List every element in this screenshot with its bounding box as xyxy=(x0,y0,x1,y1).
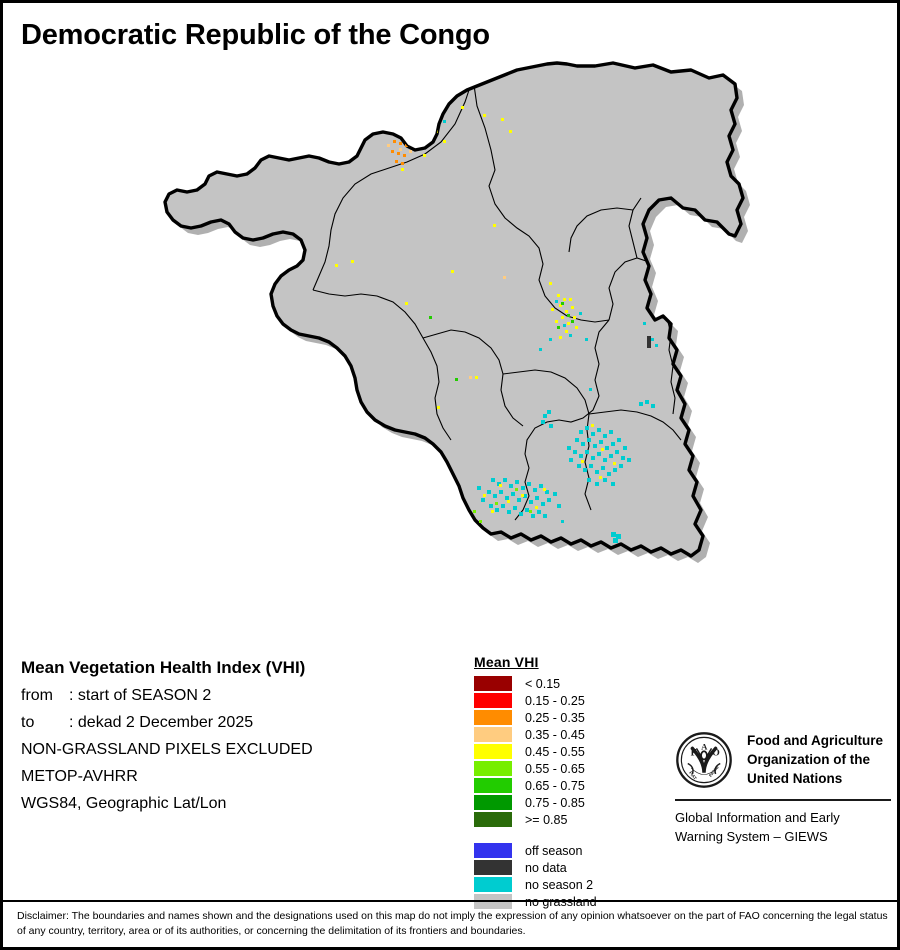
info-pixels-note: NON-GRASSLAND PIXELS EXCLUDED xyxy=(21,741,313,758)
giews-line2: Warning System – GIEWS xyxy=(675,828,828,844)
disclaimer-divider xyxy=(3,900,897,902)
info-row-from: from : start of SEASON 2 xyxy=(21,687,451,705)
info-to-key: to xyxy=(21,714,35,731)
legend-title: Mean VHI xyxy=(474,654,539,670)
svg-text:O: O xyxy=(712,747,720,758)
legend-class-swatch xyxy=(474,693,512,708)
legend-spacer xyxy=(474,828,597,842)
legend-special-row: no season 2 xyxy=(474,876,597,893)
legend-class-label: 0.15 - 0.25 xyxy=(525,693,585,708)
legend-class-swatch xyxy=(474,778,512,793)
legend-class-row: 0.25 - 0.35 xyxy=(474,709,597,726)
legend-special-row: no data xyxy=(474,859,597,876)
legend-special-swatch xyxy=(474,877,512,892)
legend-class-swatch xyxy=(474,795,512,810)
map-info-block: Mean Vegetation Health Index (VHI) from … xyxy=(21,658,451,822)
fao-org-line1: Food and Agriculture xyxy=(747,733,883,748)
legend-class-row: < 0.15 xyxy=(474,675,597,692)
legend-class-label: 0.45 - 0.55 xyxy=(525,744,585,759)
svg-text:A: A xyxy=(701,742,708,752)
fao-org-line3: United Nations xyxy=(747,771,843,787)
info-from-value: : start of SEASON 2 xyxy=(69,687,212,704)
giews-line1: Global Information and Early xyxy=(675,810,840,825)
legend-class-row: 0.45 - 0.55 xyxy=(474,743,597,760)
legend-special-swatch xyxy=(474,860,512,875)
map-canvas[interactable] xyxy=(143,58,763,653)
info-heading: Mean Vegetation Health Index (VHI) xyxy=(21,658,306,677)
fao-logo-icon: F A O FIAT PANIS xyxy=(676,732,732,788)
fao-branding: F A O FIAT PANIS Food and Agriculture Or… xyxy=(675,731,891,847)
legend-class-row: 0.55 - 0.65 xyxy=(474,760,597,777)
legend-class-label: 0.35 - 0.45 xyxy=(525,727,585,742)
legend-class-swatch xyxy=(474,761,512,776)
legend-special-label: no data xyxy=(525,860,567,875)
info-row-to: to : dekad 2 December 2025 xyxy=(21,714,451,732)
legend-class-swatch xyxy=(474,744,512,759)
legend-special-label: no season 2 xyxy=(525,877,594,892)
info-from-key: from xyxy=(21,687,53,704)
info-sensor: METOP-AVHRR xyxy=(21,768,138,785)
legend-class-label: 0.65 - 0.75 xyxy=(525,778,585,793)
info-to-value: : dekad 2 December 2025 xyxy=(69,714,254,731)
country-landmass[interactable] xyxy=(163,61,745,558)
legend-class-label: < 0.15 xyxy=(525,676,561,691)
giews-system-name: Global Information and Early Warning Sys… xyxy=(675,809,891,847)
legend-class-list: < 0.15 0.15 - 0.25 0.25 - 0.35 0.35 - 0.45 0… xyxy=(474,675,597,828)
info-projection: WGS84, Geographic Lat/Lon xyxy=(21,795,227,812)
fao-motto-left: FIAT xyxy=(688,770,698,781)
map-legend: Mean VHI < 0.15 0.15 - 0.25 0.25 - 0.35 0.3… xyxy=(474,654,597,910)
legend-class-row: 0.35 - 0.45 xyxy=(474,726,597,743)
page-title: Democratic Republic of the Congo xyxy=(21,19,490,51)
fao-divider xyxy=(675,799,891,801)
legend-special-list: off season no data no season 2 no grassland xyxy=(474,842,597,910)
legend-special-row: off season xyxy=(474,842,597,859)
legend-class-row: 0.15 - 0.25 xyxy=(474,692,597,709)
fao-organization-name: Food and Agriculture Organization of the… xyxy=(747,731,883,788)
legend-class-label: 0.75 - 0.85 xyxy=(525,795,585,810)
legend-special-label: off season xyxy=(525,843,583,858)
legend-class-swatch xyxy=(474,710,512,725)
legend-class-swatch xyxy=(474,727,512,742)
legend-class-row: >= 0.85 xyxy=(474,811,597,828)
legend-special-swatch xyxy=(474,843,512,858)
legend-class-label: 0.55 - 0.65 xyxy=(525,761,585,776)
legend-class-row: 0.75 - 0.85 xyxy=(474,794,597,811)
fao-motto-right: PANIS xyxy=(708,765,720,778)
fao-org-line2: Organization of the xyxy=(747,752,870,768)
disclaimer-text: Disclaimer: The boundaries and names sho… xyxy=(17,910,888,937)
drc-map-svg[interactable] xyxy=(143,58,763,653)
legend-class-label: >= 0.85 xyxy=(525,812,568,827)
legend-class-swatch xyxy=(474,812,512,827)
svg-text:F: F xyxy=(691,747,697,758)
legend-class-swatch xyxy=(474,676,512,691)
legend-class-label: 0.25 - 0.35 xyxy=(525,710,585,725)
legend-class-row: 0.65 - 0.75 xyxy=(474,777,597,794)
